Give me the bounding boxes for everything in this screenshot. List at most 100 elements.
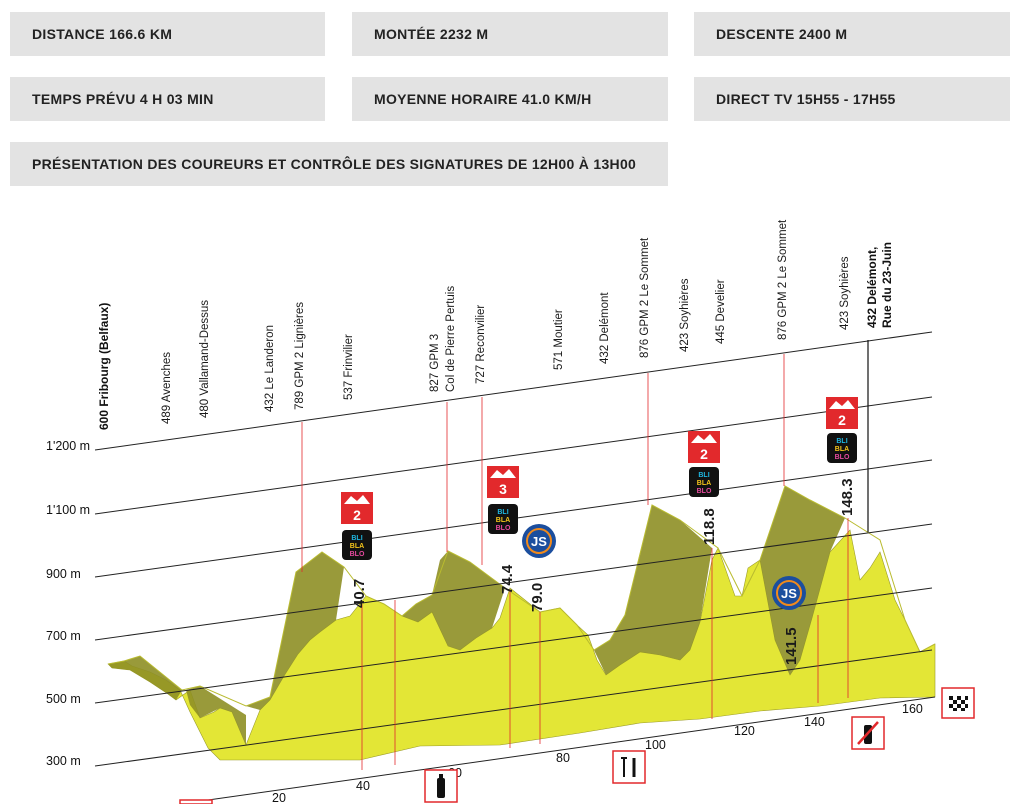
x-tick-100: 100 — [645, 738, 666, 752]
no-bottle-strike — [857, 721, 879, 745]
sponsor-line-2: BLA — [350, 543, 364, 550]
waypoint-moutier: 571 Moutier — [553, 309, 565, 370]
mountain-icon — [829, 400, 855, 409]
y-tick-1200: 1'200 m — [46, 439, 90, 453]
waypoint-markers — [301, 354, 849, 770]
sponsor-line-3: BLO — [835, 454, 850, 461]
sponsor-logo — [488, 504, 518, 534]
mountain-category-badge — [341, 492, 373, 524]
y-tick-900: 900 m — [46, 567, 81, 581]
sponsor-line-1: BLI — [497, 509, 508, 516]
sprint-badge-ring — [776, 580, 802, 606]
km-value-148-3: 148.3 — [839, 478, 856, 516]
x-tick-120: 120 — [734, 724, 755, 738]
grid-line-300 — [94, 649, 933, 767]
tv-box: DIRECT TV 15H55 - 17H55 — [694, 77, 1010, 121]
feeding-zone-frame — [612, 750, 646, 784]
km-value-118-8: 118.8 — [701, 508, 718, 545]
sponsor-line-2: BLA — [697, 480, 711, 487]
terrain-shadow — [108, 656, 182, 700]
grid-line-1100 — [94, 396, 933, 515]
sprint-badge-ring — [526, 528, 552, 554]
climb-box: MONTÉE 2232 M — [352, 12, 668, 56]
sprint-badge-1: JS — [522, 524, 556, 558]
waypoint-landeron: 432 Le Landeron — [264, 325, 276, 412]
mountain-category-badge — [688, 431, 720, 463]
y-axis: 1'200 m 1'100 m 900 m 700 m 500 m 300 m — [46, 439, 90, 768]
checker-10 — [961, 708, 965, 711]
sponsor-line-3: BLO — [697, 488, 712, 495]
y-tick-300: 300 m — [46, 754, 81, 768]
checker-5 — [961, 700, 965, 704]
terrain-shadow — [594, 505, 712, 675]
water-bottle-icon — [424, 769, 458, 803]
sponsor-line-1: BLI — [836, 438, 847, 445]
waypoint-lignieres: 789 GPM 2 Lignières — [294, 302, 306, 410]
terrain-shadow — [186, 686, 246, 745]
category-label: 2 — [700, 446, 708, 462]
sponsor-logo — [827, 433, 857, 463]
grid-line-700 — [94, 523, 933, 641]
y-tick-500: 500 m — [46, 692, 81, 706]
presentation-text: PRÉSENTATION DES COUREURS ET CONTRÔLE DE… — [32, 156, 637, 172]
checker-7 — [957, 704, 961, 708]
terrain-shadow — [402, 551, 505, 650]
waypoint-delemont: 432 Delémont — [599, 292, 611, 364]
distance-axis — [179, 696, 936, 804]
waypoint-pierre-pertuis: 827 GPM 3 — [429, 334, 441, 392]
grid-line-1200 — [94, 331, 933, 451]
x-tick-20: 20 — [272, 791, 286, 804]
checker-2 — [957, 696, 961, 700]
finish-flag-frame — [941, 687, 975, 719]
km-value-40-7: 40.7 — [351, 579, 368, 608]
waypoint-avenches: 489 Avenches — [161, 352, 173, 424]
feeding-zone-icon — [612, 750, 646, 784]
category-label: 2 — [838, 412, 846, 428]
terrain-shadow — [246, 552, 344, 710]
no-bottle-icon — [851, 716, 885, 750]
presentation-box: PRÉSENTATION DES COUREURS ET CONTRÔLE DE… — [10, 142, 668, 186]
time-box: TEMPS PRÉVU 4 H 03 MIN — [10, 77, 325, 121]
checker-4 — [953, 700, 957, 704]
sponsor-logo — [689, 467, 719, 497]
category-label: 2 — [353, 507, 361, 523]
waypoint-sommet-2: 876 GPM 2 Le Sommet — [777, 219, 789, 340]
km-values: 40.7 74.4 79.0 118.8 141.5 148.3 — [351, 478, 856, 665]
x-tick-140: 140 — [804, 715, 825, 729]
water-bottle-shape — [437, 778, 445, 798]
y-tick-1100: 1'100 m — [46, 503, 90, 517]
time-text: TEMPS PRÉVU 4 H 03 MIN — [32, 91, 214, 107]
sprint-badge-label: JS — [781, 586, 797, 601]
waypoint-pierre-pertuis-name: Col de Pierre Pertuis — [445, 286, 457, 392]
mountain-icon — [691, 434, 717, 443]
mountain-category-badge — [826, 397, 858, 429]
waypoint-soyhieres-1: 423 Soyhières — [679, 278, 691, 352]
x-tick-40: 40 — [356, 779, 370, 793]
waypoint-develier: 445 Develier — [715, 279, 727, 344]
distance-text: DISTANCE 166.6 KM — [32, 26, 173, 42]
distance-box: DISTANCE 166.6 KM — [10, 12, 325, 56]
category-label: 3 — [499, 481, 507, 497]
y-tick-700: 700 m — [46, 629, 81, 643]
sponsor-logo — [342, 530, 372, 560]
sprint-badge-2: JS — [772, 576, 806, 610]
speed-text: MOYENNE HORAIRE 41.0 KM/H — [374, 91, 592, 107]
climb-text: MONTÉE 2232 M — [374, 26, 489, 42]
checker-8 — [965, 704, 968, 708]
waypoint-vallamand: 480 Vallamand-Dessus — [199, 300, 211, 418]
waypoint-soyhieres-2: 423 Soyhières — [839, 256, 851, 330]
waypoint-fribourg: 600 Fribourg (Belfaux) — [97, 303, 111, 430]
climb-marker-4: 2 BLI BLA BLO — [826, 397, 858, 463]
tv-text: DIRECT TV 15H55 - 17H55 — [716, 91, 896, 107]
checker-9 — [953, 708, 957, 711]
climb-marker-2: 3 BLI BLA BLO — [487, 466, 519, 534]
mountain-icon — [490, 469, 516, 478]
terrain-shadow — [760, 486, 845, 675]
descent-text: DESCENTE 2400 M — [716, 26, 848, 42]
waypoint-finish-street: Rue du 23-Juin — [880, 242, 894, 328]
x-tick-160: 160 — [902, 702, 923, 716]
x-tick-80: 80 — [556, 751, 570, 765]
sponsor-line-1: BLI — [351, 535, 362, 542]
sponsor-line-2: BLA — [835, 446, 849, 453]
